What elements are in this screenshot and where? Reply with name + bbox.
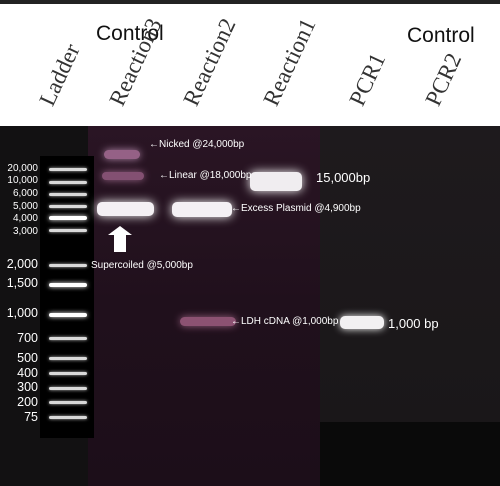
gel-band-pcr1 — [340, 316, 384, 329]
ladder-band — [49, 372, 87, 375]
ladder-tick: 1,000 — [6, 306, 38, 320]
top-border — [0, 0, 500, 4]
gel-band-excess-plasmid-reaction2 — [172, 202, 232, 217]
annotation-linear: ←Linear @18,000bp — [159, 170, 252, 181]
annotation-nicked: ←Nicked @24,000bp — [149, 139, 245, 150]
ladder-band — [49, 168, 87, 171]
ladder-band — [49, 205, 87, 208]
ladder-tick: 10,000 — [7, 175, 38, 186]
gel-band-linear-reaction3 — [102, 172, 144, 180]
ladder-band — [49, 416, 87, 419]
annotation-1000bp: 1,000 bp — [388, 316, 439, 331]
ladder-band — [49, 357, 87, 360]
ladder-band — [49, 264, 87, 267]
ladder-band — [49, 193, 87, 196]
ladder-tick: 4,000 — [12, 213, 38, 224]
ladder-tick: 200 — [17, 395, 38, 409]
ladder-band — [49, 401, 87, 404]
ladder-band — [49, 216, 87, 220]
ladder-tick: 6,000 — [12, 188, 38, 199]
gel-band-nicked-reaction3 — [104, 150, 140, 159]
control-label-left: Control — [96, 22, 164, 45]
ladder-tick: 2,000 — [6, 257, 38, 271]
gel-right-region — [320, 126, 500, 426]
ladder-band — [49, 313, 87, 317]
ladder-tick: 75 — [24, 410, 38, 424]
ladder-tick: 300 — [17, 380, 38, 394]
ladder-tick: 700 — [17, 331, 38, 345]
ladder-tick: 1,500 — [6, 276, 38, 290]
ladder-band — [49, 181, 87, 184]
ladder-tick: 5,000 — [12, 201, 38, 212]
gel-right-dark-corner — [320, 422, 500, 486]
gel-band-supercoiled-reaction3 — [97, 202, 154, 216]
gel-band-ldh-reaction2 — [180, 317, 236, 326]
header-area — [0, 0, 500, 126]
annotation-supercoiled: Supercoiled @5,000bp — [91, 260, 193, 271]
ladder-tick: 500 — [17, 351, 38, 365]
ladder-tick: 20,000 — [7, 163, 38, 174]
gel-band-15000-reaction1 — [250, 172, 302, 191]
annotation-ldh-cdna: ←LDH cDNA @1,000bp — [231, 316, 339, 327]
ladder-panel — [40, 156, 94, 438]
up-arrow-icon — [108, 226, 132, 252]
ladder-band — [49, 283, 87, 287]
annotation-15000bp: 15,000bp — [316, 170, 371, 185]
ladder-tick: 400 — [17, 366, 38, 380]
control-label-right: Control — [407, 24, 475, 47]
annotation-excess-plasmid: ←Excess Plasmid @4,900bp — [231, 203, 361, 214]
ladder-band — [49, 387, 87, 390]
ladder-tick: 3,000 — [12, 226, 38, 237]
ladder-band — [49, 337, 87, 340]
ladder-band — [49, 229, 87, 232]
